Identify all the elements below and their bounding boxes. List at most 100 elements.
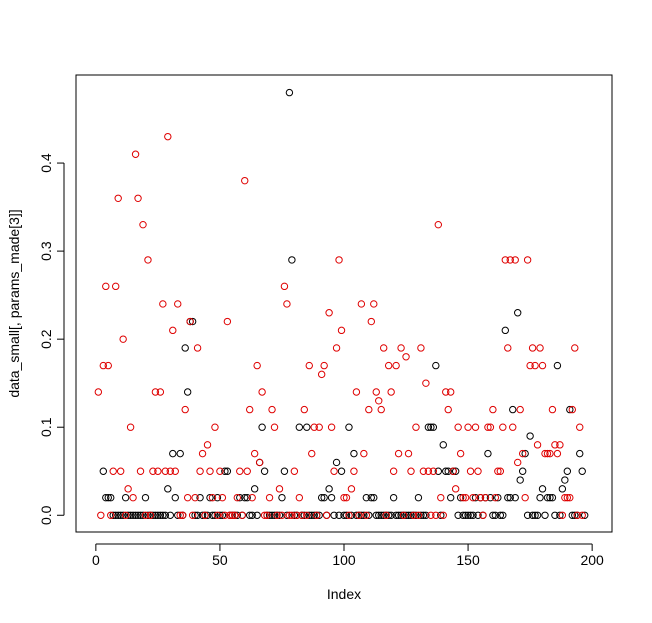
data-point-s0-84 — [308, 511, 316, 519]
data-point-s1-106 — [357, 300, 366, 308]
data-point-s0-151 — [474, 511, 482, 519]
data-point-s1-37 — [186, 317, 194, 326]
data-point-s0-189 — [568, 511, 576, 519]
data-point-s1-84 — [303, 511, 311, 519]
data-point-s1-41 — [196, 467, 204, 475]
data-point-s0-168 — [516, 476, 524, 484]
data-point-s0-155 — [484, 449, 492, 458]
data-point-s0-126 — [412, 511, 420, 519]
data-point-s1-117 — [384, 361, 393, 370]
data-point-s0-166 — [511, 493, 519, 502]
data-point-s1-53 — [226, 511, 234, 519]
data-point-s1-194 — [576, 423, 584, 431]
data-point-s1-72 — [273, 511, 281, 519]
data-point-s0-163 — [504, 493, 512, 502]
y-tick-label: 0.4 — [38, 153, 54, 173]
y-tick-label: 0.2 — [38, 329, 54, 349]
data-point-s0-156 — [486, 493, 495, 502]
data-point-s1-62 — [248, 493, 256, 502]
data-point-s1-76 — [283, 300, 291, 308]
data-point-s1-50 — [218, 493, 227, 502]
data-point-s0-65 — [260, 467, 269, 475]
data-point-s0-37 — [191, 511, 199, 519]
data-point-s1-151 — [469, 493, 477, 502]
data-point-s1-109 — [365, 405, 373, 414]
data-point-s0-135 — [434, 467, 442, 475]
data-point-s1-85 — [305, 361, 313, 370]
data-point-s0-129 — [419, 511, 428, 519]
data-point-s1-74 — [278, 511, 286, 519]
data-point-s1-177 — [533, 441, 542, 449]
data-point-s0-160 — [496, 511, 505, 519]
data-point-s1-179 — [538, 361, 547, 370]
data-point-s0-112 — [377, 511, 385, 519]
data-point-s0-175 — [533, 511, 542, 519]
data-point-s1-176 — [531, 361, 539, 370]
data-point-s0-8 — [119, 511, 127, 519]
data-point-s0-39 — [196, 493, 204, 502]
data-point-s1-160 — [491, 493, 500, 502]
data-point-s1-135 — [429, 467, 438, 475]
data-point-s1-189 — [563, 493, 572, 502]
data-point-s1-116 — [382, 511, 390, 519]
data-point-s1-141 — [444, 405, 452, 414]
data-point-s0-124 — [407, 511, 415, 519]
data-point-s0-44 — [208, 511, 217, 519]
data-point-s1-42 — [198, 449, 207, 458]
data-point-s1-52 — [223, 317, 232, 326]
data-point-s0-174 — [531, 511, 539, 519]
data-point-s0-176 — [536, 493, 544, 502]
data-point-s1-156 — [481, 493, 490, 502]
data-point-s0-92 — [327, 493, 336, 502]
data-point-s0-2 — [104, 493, 112, 502]
data-point-s1-4 — [104, 361, 112, 370]
data-point-s1-188 — [561, 493, 569, 502]
data-point-s0-61 — [250, 485, 259, 493]
data-point-s1-7 — [112, 282, 120, 291]
data-point-s1-40 — [193, 344, 202, 352]
data-point-s0-91 — [325, 485, 333, 493]
data-point-s1-175 — [528, 344, 537, 352]
data-point-s1-183 — [548, 405, 557, 414]
data-point-s1-184 — [551, 441, 559, 449]
data-point-s1-121 — [394, 449, 403, 458]
data-point-s1-1 — [97, 511, 105, 519]
data-point-s1-34 — [179, 511, 187, 519]
data-point-s0-98 — [342, 511, 351, 519]
data-point-s1-157 — [484, 423, 492, 431]
data-point-s1-27 — [161, 467, 170, 475]
data-point-s0-162 — [501, 326, 509, 335]
data-point-s0-76 — [288, 256, 296, 264]
data-point-s0-88 — [317, 493, 326, 502]
data-point-s1-67 — [260, 511, 269, 519]
data-point-s1-73 — [275, 485, 284, 493]
data-point-s1-187 — [558, 511, 567, 519]
data-point-s0-15 — [136, 511, 145, 519]
data-point-s1-44 — [203, 441, 212, 449]
data-point-s1-66 — [258, 388, 266, 396]
data-point-s1-186 — [556, 441, 564, 449]
data-point-s0-9 — [121, 493, 130, 502]
data-point-s0-6 — [114, 511, 122, 519]
data-point-s1-149 — [464, 423, 472, 431]
data-point-s1-111 — [370, 300, 378, 308]
y-tick-label: 0.0 — [38, 505, 54, 525]
data-point-s1-99 — [340, 493, 348, 502]
data-point-s1-181 — [543, 449, 552, 458]
data-point-s0-24 — [159, 511, 167, 519]
data-point-s0-137 — [439, 441, 447, 449]
data-point-s0-164 — [506, 493, 514, 502]
data-point-s1-95 — [330, 467, 338, 475]
data-point-s0-30 — [174, 511, 182, 519]
data-point-s1-64 — [253, 361, 261, 370]
data-point-s1-26 — [159, 300, 167, 308]
data-point-s0-4 — [109, 511, 117, 519]
data-point-s1-33 — [176, 511, 184, 519]
data-point-s0-31 — [176, 449, 184, 458]
data-point-s1-169 — [514, 458, 522, 467]
data-point-s0-14 — [134, 511, 142, 519]
data-point-s0-146 — [461, 511, 470, 519]
data-point-s0-77 — [290, 511, 299, 519]
data-point-s1-46 — [208, 493, 217, 502]
data-point-s0-20 — [149, 511, 157, 519]
